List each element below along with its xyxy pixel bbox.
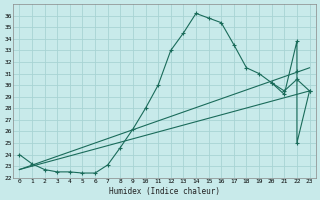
X-axis label: Humidex (Indice chaleur): Humidex (Indice chaleur): [109, 187, 220, 196]
